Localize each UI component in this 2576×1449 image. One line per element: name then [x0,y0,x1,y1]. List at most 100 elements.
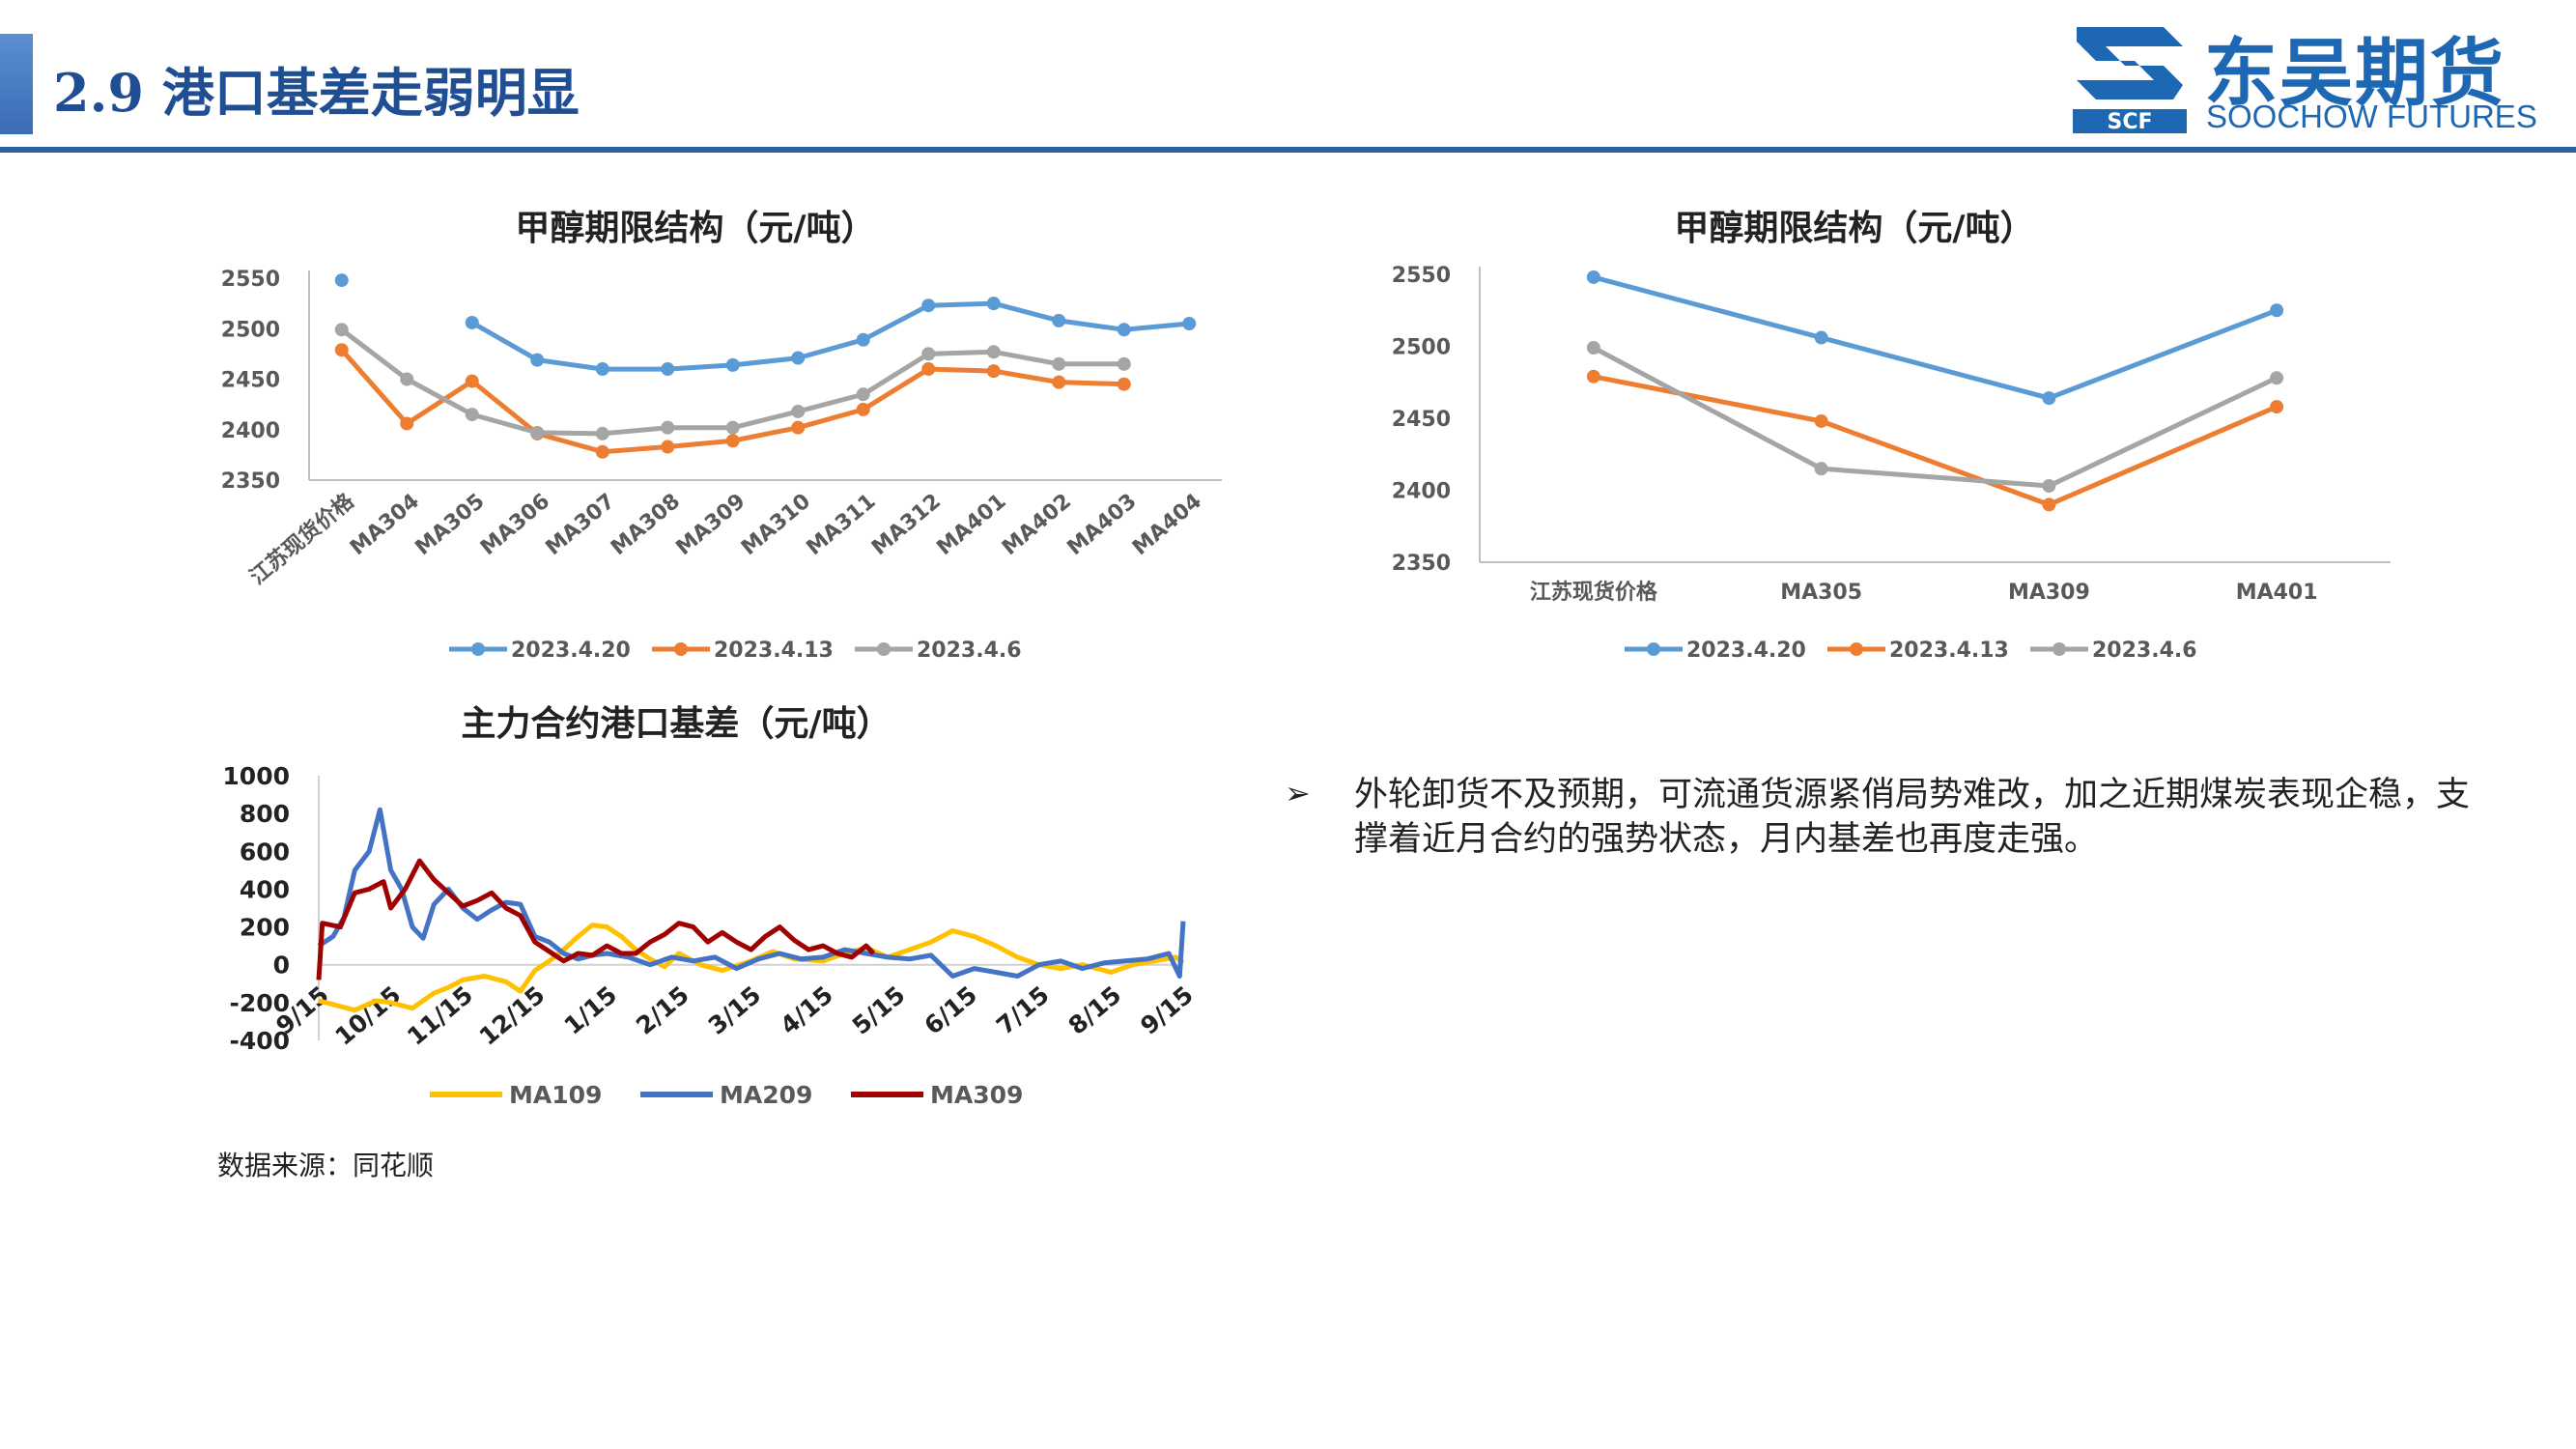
data-point [986,297,1001,311]
y-tick-label: 600 [240,838,290,866]
y-tick-label: -200 [229,989,290,1017]
x-tick-label: 江苏现货价格 [1530,580,1658,605]
x-tick-label: MA312 [867,489,946,560]
x-tick-label: 8/15 [1063,980,1127,1040]
page-title: 2.9 港口基差走弱明显 [53,62,580,124]
data-point [1117,323,1131,337]
data-point [1586,340,1600,355]
data-point [661,362,675,377]
legend-item: MA309 [851,1081,1023,1106]
legend-marker [471,642,485,656]
legend-item: 2023.4.13 [652,639,834,663]
data-point [2270,303,2284,318]
x-tick-label: MA309 [2008,581,2090,605]
x-tick-label: MA304 [346,489,424,560]
data-source: 数据来源：同花顺 [217,1150,435,1181]
data-point [1117,377,1131,391]
legend-label: 2023.4.20 [511,639,631,663]
header-divider [0,147,2576,153]
y-tick-label: 2350 [221,469,280,494]
legend-marker [1850,642,1863,656]
y-tick-label: 800 [240,800,290,828]
data-point [921,362,936,377]
x-tick-label: MA306 [476,489,554,560]
header-accent-bar [0,34,33,134]
data-point [986,364,1001,379]
legend-item: 2023.4.6 [855,639,1022,663]
data-point [1052,356,1066,371]
data-point [2042,497,2056,512]
data-point [1586,270,1600,284]
series-line [1593,374,2279,507]
data-point [856,332,870,347]
data-point [921,298,936,313]
data-point [986,345,1001,359]
x-tick-label: 12/15 [474,980,551,1051]
data-point [530,353,545,367]
bullet-text: 外轮卸货不及预期，可流通货源紧俏局势难改，加之近期煤炭表现企稳，支 撑着近月合约… [1354,773,2552,862]
bullet-arrow-icon: ➢ [1285,775,1311,811]
y-tick-label: 2550 [1392,264,1451,288]
legend-label: 2023.4.6 [2092,639,2197,663]
data-point [661,420,675,435]
data-point [2270,400,2284,414]
x-tick-label: 1/15 [559,980,623,1040]
data-point [334,323,349,337]
x-tick-label: MA401 [2236,581,2318,605]
legend-marker [1647,642,1660,656]
data-point [661,440,675,454]
data-point [1814,462,1828,476]
logo-mark-icon: SCF [2073,27,2187,133]
y-tick-label: 1000 [222,762,290,790]
legend-marker [674,642,688,656]
legend-label: 2023.4.13 [714,639,834,663]
y-tick-label: 0 [273,952,290,980]
y-tick-label: 2400 [1392,480,1451,504]
chart-term-structure-key: 甲醇期限结构（元/吨） 2350 2400 2450 2500 2550 江苏现货价格 MA3… [1392,209,2391,663]
y-tick-label: 2450 [1392,408,1451,432]
x-tick-label: MA311 [803,489,881,560]
y-tick-label: 2500 [221,318,280,342]
chart-title: 甲醇期限结构（元/吨） [515,209,875,248]
data-point [2042,391,2056,406]
x-tick-label: MA401 [933,489,1011,560]
chart-title: 主力合约港口基差（元/吨） [461,704,891,744]
series-line [1593,274,2278,401]
data-point [595,426,609,440]
legend-label: MA309 [930,1081,1023,1106]
data-point [1117,356,1131,371]
x-tick-label: 江苏现货价格 [245,488,360,589]
x-tick-label: MA404 [1128,489,1206,560]
x-tick-label: MA305 [1780,581,1862,605]
x-tick-label: 5/15 [847,980,911,1040]
data-point [791,404,806,418]
data-point [791,351,806,365]
legend-label: MA109 [509,1081,602,1106]
x-tick-label: MA308 [607,489,685,560]
data-point [791,420,806,435]
legend-marker [877,642,891,656]
data-point [400,416,414,431]
chart-term-structure-main: 甲醇期限结构（元/吨）23502400245025002550江苏现货价格MA3… [221,209,1222,663]
data-point [725,420,740,435]
legend-item: MA109 [430,1081,602,1106]
logo-cn-text: 东吴期货 [2204,30,2505,116]
x-tick-label: 9/15 [1135,980,1199,1040]
legend-label: 2023.4.6 [917,639,1022,663]
data-point [856,402,870,416]
y-tick-label: 2550 [221,268,280,292]
x-tick-label: 6/15 [919,980,982,1040]
data-point [725,434,740,448]
data-point [2042,479,2056,494]
y-tick-label: 2450 [221,369,280,393]
legend-item: 2023.4.20 [449,639,631,663]
y-tick-label: 2400 [221,419,280,443]
data-point [856,387,870,402]
data-point [530,425,545,440]
company-logo: SCF 东吴期货 SOOCHOW FUTURES [2067,14,2550,134]
data-point [595,362,609,377]
x-tick-label: MA403 [1063,489,1142,560]
data-point [1814,413,1828,428]
y-tick-label: -400 [229,1027,290,1055]
data-point [595,444,609,459]
